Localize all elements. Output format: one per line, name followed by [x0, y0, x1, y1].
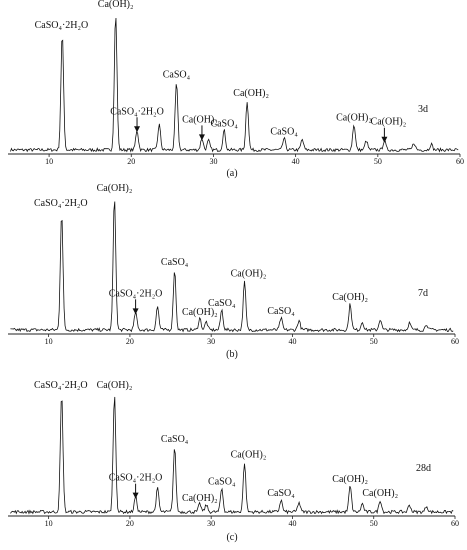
peak-label: CaSO₄	[161, 434, 189, 445]
diffraction-pattern	[10, 17, 459, 153]
peak-label: CaSO₄	[210, 118, 238, 129]
x-tick-label: 50	[370, 519, 378, 528]
diffraction-pattern	[10, 396, 454, 515]
peak-label: Ca(OH)₂	[332, 474, 368, 485]
x-tick-label: 10	[45, 157, 53, 166]
xrd-panel-c: 10 20 30 40 50 60 CaSO₄·2H₂O Ca(OH)₂ CaSO₄·2H₂O C…	[8, 380, 459, 543]
x-tick-label: 40	[292, 157, 300, 166]
peak-arrow-head	[381, 136, 388, 143]
xrd-panel-b: 10 20 30 40 50 60 CaSO₄·2H₂O Ca(OH)₂ CaSO₄·2H₂O C…	[8, 183, 459, 360]
peak-label: Ca(OH)₂	[97, 183, 133, 194]
x-tick-label: 40	[288, 519, 296, 528]
x-tick-label: 10	[45, 519, 53, 528]
peak-label: Ca(OH)₂	[97, 380, 133, 391]
panel-label: (c)	[226, 532, 237, 543]
x-tick-label: 10	[45, 337, 53, 346]
peak-label: CaSO₄	[270, 126, 298, 137]
curing-age-label: 3d	[418, 104, 428, 115]
peak-label: CaSO₄	[208, 476, 236, 487]
x-tick-label: 20	[127, 157, 135, 166]
peak-label: Ca(OH)₂	[336, 112, 372, 123]
peak-label: CaSO₄	[208, 298, 236, 309]
x-tick-label: 20	[126, 519, 134, 528]
peak-label: Ca(OH)₂	[182, 307, 218, 318]
x-tick-label: 50	[374, 157, 382, 166]
diffraction-pattern	[10, 201, 454, 333]
peak-arrow-head	[132, 492, 139, 499]
panel-label: (a)	[226, 168, 237, 179]
peak-label: Ca(OH)₂	[233, 88, 269, 99]
curing-age-label: 7d	[418, 288, 428, 299]
x-tick-label: 20	[126, 337, 134, 346]
xrd-panel-a: 10 20 30 40 50 60 CaSO₄·2H₂O Ca(OH)₂ CaSO₄·2H₂O C…	[8, 0, 464, 179]
curing-age-label: 28d	[416, 463, 431, 474]
peak-label: Ca(OH)₂	[332, 292, 368, 303]
peak-label: CaSO₄·2H₂O	[110, 106, 164, 117]
peak-label: CaSO₄·2H₂O	[34, 198, 88, 209]
x-tick-label: 50	[370, 337, 378, 346]
peak-label: CaSO₄	[267, 306, 295, 317]
x-tick-label: 60	[456, 157, 464, 166]
peak-label: Ca(OH)₂	[371, 117, 407, 128]
peak-label: CaSO₄·2H₂O	[109, 288, 163, 299]
x-tick-label: 40	[288, 337, 296, 346]
x-tick-label: 30	[207, 337, 215, 346]
peak-label: CaSO₄·2H₂O	[34, 380, 88, 391]
peak-label: Ca(OH)₂	[182, 493, 218, 504]
peak-arrow-head	[198, 134, 205, 141]
panel-label: (b)	[226, 349, 238, 360]
peak-label: Ca(OH)₂	[182, 114, 218, 125]
peak-label: CaSO₄	[267, 488, 295, 499]
x-tick-label: 30	[209, 157, 217, 166]
x-tick-label: 60	[451, 337, 459, 346]
peak-label: CaSO₄	[163, 70, 191, 81]
peak-label: Ca(OH)₂	[362, 488, 398, 499]
peak-arrow-head	[132, 308, 139, 315]
x-tick-label: 30	[207, 519, 215, 528]
peak-label: CaSO₄·2H₂O	[35, 20, 89, 31]
peak-label: CaSO₄	[161, 257, 189, 268]
peak-label: CaSO₄·2H₂O	[109, 473, 163, 484]
peak-label: Ca(OH)₂	[231, 450, 267, 461]
peak-label: Ca(OH)₂	[231, 269, 267, 280]
peak-arrow-head	[134, 126, 141, 133]
x-tick-label: 60	[451, 519, 459, 528]
peak-label: Ca(OH)₂	[98, 0, 134, 10]
